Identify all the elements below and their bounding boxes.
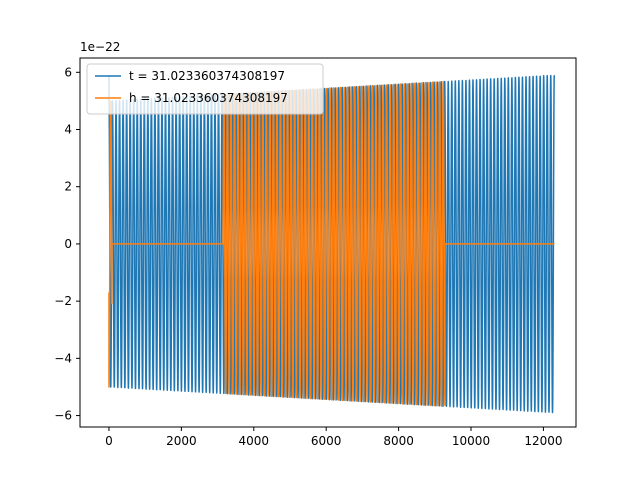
x-tick-label: 12000 xyxy=(524,434,562,448)
legend: t = 31.023360374308197 h = 31.02336037430… xyxy=(86,63,324,115)
x-tick-label: 6000 xyxy=(311,434,342,448)
y-axis: −6 −4 −2 0 2 4 6 xyxy=(54,65,80,423)
y-tick-label: 2 xyxy=(64,180,72,194)
legend-label: t = 31.023360374308197 xyxy=(129,69,285,83)
y-tick-label: −2 xyxy=(54,294,72,308)
x-tick-label: 2000 xyxy=(166,434,197,448)
series-line-2 xyxy=(108,80,555,407)
y-tick-label: 6 xyxy=(64,65,72,79)
x-tick-label: 8000 xyxy=(383,434,414,448)
y-tick-label: −6 xyxy=(54,409,72,423)
x-tick-label: 0 xyxy=(105,434,113,448)
axes-frame xyxy=(79,57,577,428)
y-tick-label: 0 xyxy=(64,237,72,251)
x-axis: 0 2000 4000 6000 8000 10000 12000 xyxy=(105,427,563,448)
y-tick-label: −4 xyxy=(54,351,72,365)
x-tick-label: 4000 xyxy=(239,434,270,448)
legend-box xyxy=(86,63,324,115)
y-offset-text: 1e−22 xyxy=(80,40,120,54)
x-tick-label: 10000 xyxy=(452,434,490,448)
y-tick-label: 4 xyxy=(64,123,72,137)
legend-label: h = 31.023360374308197 xyxy=(129,91,288,105)
